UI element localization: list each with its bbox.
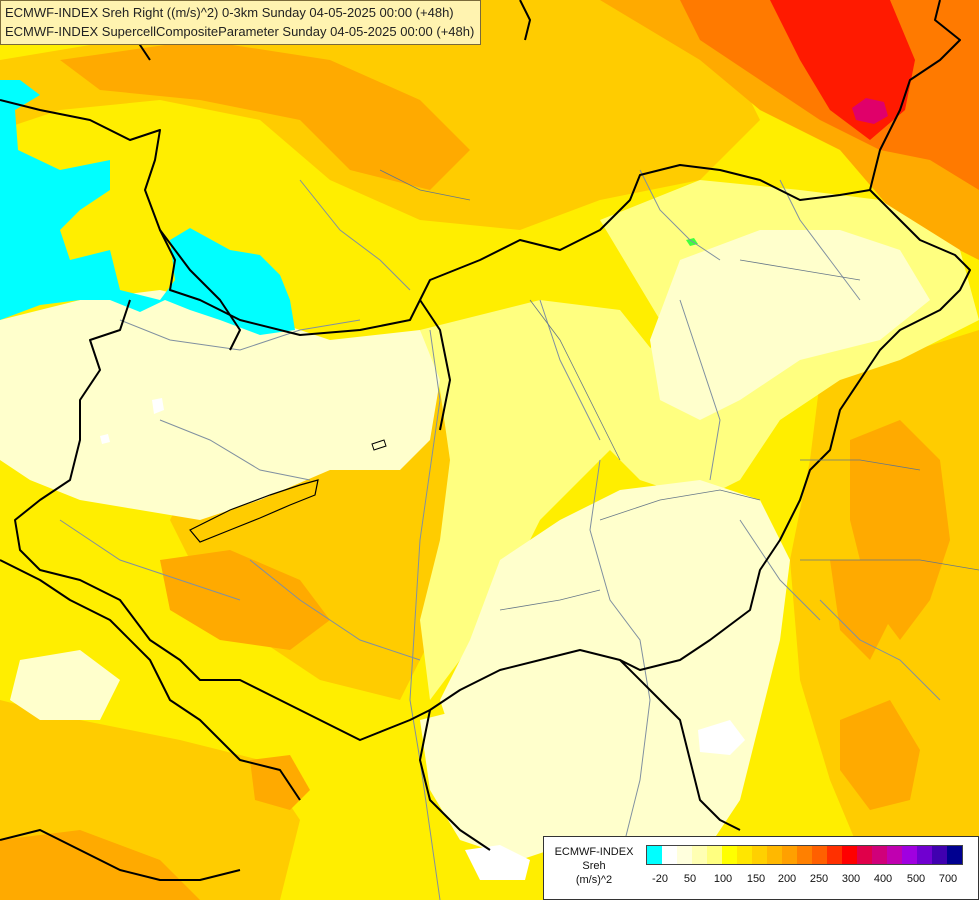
color-legend: ECMWF-INDEX Sreh (m/s)^2 -20 50 100 150 200 2… — [543, 836, 979, 900]
field-orange-north — [60, 40, 470, 190]
legend-title-line-1: ECMWF-INDEX — [554, 846, 634, 858]
rivers — [59, 169, 941, 900]
legend-swatch — [857, 846, 872, 864]
header-line-2: ECMWF-INDEX SupercellCompositeParameter … — [5, 24, 475, 39]
legend-swatch — [872, 846, 887, 864]
legend-swatch — [722, 846, 737, 864]
field-white-spot3 — [100, 434, 110, 444]
field-orange-east2 — [830, 560, 890, 660]
field-orange-southeast — [840, 700, 920, 810]
field-white-spot2 — [465, 845, 530, 880]
legend-swatch — [677, 846, 692, 864]
field-pale-southwest — [10, 650, 120, 720]
header-line-1: ECMWF-INDEX Sreh Right ((m/s)^2) 0-3km S… — [5, 5, 454, 20]
field-orange-southwest — [0, 830, 200, 900]
field-orange-spot1 — [250, 755, 310, 810]
legend-swatch — [737, 846, 752, 864]
map-header: ECMWF-INDEX Sreh Right ((m/s)^2) 0-3km S… — [0, 0, 482, 45]
legend-swatch — [662, 846, 677, 864]
legend-swatch — [947, 846, 962, 864]
county-borders — [379, 169, 979, 611]
legend-title: ECMWF-INDEX Sreh (m/s)^2 — [548, 845, 640, 887]
legend-title-line-3: (m/s)^2 — [575, 874, 613, 886]
legend-swatch — [827, 846, 842, 864]
legend-tick: 400 — [873, 873, 893, 885]
legend-tick: -20 — [652, 873, 668, 885]
legend-tick: 200 — [777, 873, 797, 885]
legend-swatch — [782, 846, 797, 864]
legend-tick-labels: -20 50 100 150 200 250 300 400 500 700 — [646, 873, 979, 889]
field-white-spot4 — [152, 398, 164, 414]
legend-swatch — [767, 846, 782, 864]
legend-tick: 100 — [713, 873, 733, 885]
field-light-central — [420, 300, 660, 700]
lake-outline-small — [371, 439, 387, 451]
legend-tick: 300 — [841, 873, 861, 885]
legend-swatch — [797, 846, 812, 864]
legend-color-bar — [646, 845, 963, 865]
legend-swatch — [932, 846, 947, 864]
legend-swatch — [707, 846, 722, 864]
field-orange-west — [160, 550, 330, 650]
legend-tick: 250 — [809, 873, 829, 885]
field-green-spot — [686, 238, 698, 246]
field-pale-west — [0, 290, 440, 520]
legend-tick: 50 — [683, 873, 697, 885]
legend-swatch — [902, 846, 917, 864]
legend-swatch — [692, 846, 707, 864]
legend-swatch — [812, 846, 827, 864]
legend-swatch — [887, 846, 902, 864]
field-pale-south — [420, 700, 600, 860]
legend-title-line-2: Sreh — [582, 860, 606, 872]
field-white-spot1 — [698, 720, 745, 755]
legend-swatch — [647, 846, 662, 864]
field-cyan-northwest — [0, 80, 295, 335]
field-pale-northeast — [650, 230, 930, 420]
legend-swatch — [752, 846, 767, 864]
legend-swatch — [917, 846, 932, 864]
legend-swatch — [842, 846, 857, 864]
legend-tick: 500 — [906, 873, 926, 885]
legend-tick: 700 — [938, 873, 958, 885]
lake-outline — [189, 479, 319, 543]
legend-tick: 150 — [746, 873, 766, 885]
field-magenta-core — [852, 98, 888, 124]
